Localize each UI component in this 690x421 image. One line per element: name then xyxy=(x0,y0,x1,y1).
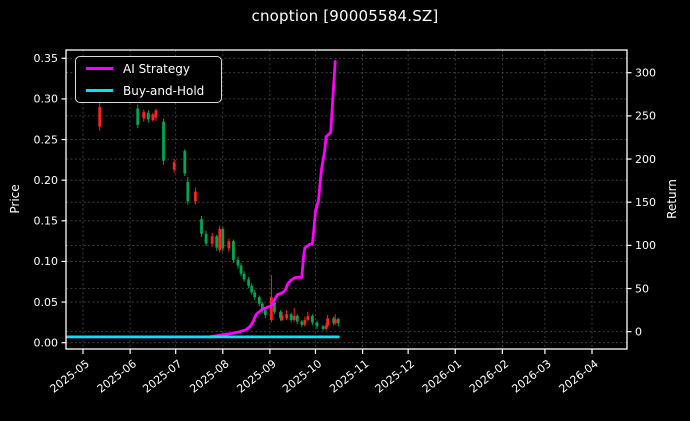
return-tick-label: 0 xyxy=(635,326,642,339)
candle-down xyxy=(242,273,246,280)
return-tick-label: 200 xyxy=(635,153,656,166)
candle-down xyxy=(336,319,340,324)
candle-down xyxy=(295,315,299,322)
return-tick-label: 250 xyxy=(635,110,656,123)
candle-up xyxy=(285,314,288,319)
candle-up xyxy=(210,236,214,244)
candle-down xyxy=(146,112,150,120)
legend-item-label: Buy-and-Hold xyxy=(123,83,205,98)
price-tick-label: 0.10 xyxy=(34,255,59,268)
candle-down xyxy=(136,108,140,125)
candle-down xyxy=(311,315,314,323)
candle-down xyxy=(236,259,240,266)
candle-up xyxy=(194,191,197,202)
x-tick-label: 2026-03 xyxy=(510,357,554,396)
candle-down xyxy=(315,322,319,327)
x-tick-label: 2025-06 xyxy=(95,357,139,396)
return-tick-label: 300 xyxy=(635,67,656,80)
price-tick-label: 0.05 xyxy=(34,296,59,309)
candle-down xyxy=(289,314,293,320)
x-tick-label: 2026-04 xyxy=(557,357,601,396)
candle-up xyxy=(326,318,330,326)
x-tick-label: 2025-09 xyxy=(235,357,279,396)
candle-up xyxy=(172,162,176,170)
price-tick-label: 0.30 xyxy=(34,93,59,106)
candle-up xyxy=(306,315,310,320)
x-tick-label: 2025-07 xyxy=(140,357,184,396)
candle-up xyxy=(154,110,158,118)
candle-up xyxy=(227,241,231,249)
x-tick-label: 2025-05 xyxy=(48,357,92,396)
return-tick-label: 50 xyxy=(635,282,649,295)
candle-up xyxy=(333,319,337,324)
candle-down xyxy=(300,321,304,325)
return-axis-label: Return xyxy=(665,179,679,219)
candle-down xyxy=(239,265,243,274)
candle-down xyxy=(260,303,264,311)
plot-border xyxy=(65,49,628,350)
candle-down xyxy=(232,241,235,260)
legend-line-swatch xyxy=(86,67,113,70)
legend-item-buy-and-hold: Buy-and-Hold xyxy=(84,82,213,99)
x-tick-label: 2025-11 xyxy=(327,357,371,396)
candle-up xyxy=(151,114,155,121)
data-group xyxy=(66,60,340,339)
candle-up xyxy=(292,315,296,320)
candle-down xyxy=(263,310,267,316)
candle-up xyxy=(218,228,222,251)
candle-down xyxy=(200,219,203,234)
price-tick-label: 0.20 xyxy=(34,174,59,187)
price-axis-label: Price xyxy=(8,184,22,214)
candle-down xyxy=(250,285,254,293)
candle-down xyxy=(186,181,190,202)
candle-up xyxy=(98,107,102,127)
price-tick-label: 0.35 xyxy=(34,52,59,65)
legend: AI Strategy Buy-and-Hold xyxy=(75,56,222,103)
x-tick-label: 2026-01 xyxy=(420,357,464,396)
candle-up xyxy=(303,319,307,325)
candle-down xyxy=(204,233,208,244)
x-tick-label: 2025-12 xyxy=(373,357,417,396)
candle-down xyxy=(215,236,219,248)
candle-down xyxy=(257,297,261,304)
candle-down xyxy=(221,228,225,249)
price-tick-label: 0.15 xyxy=(34,215,59,228)
candle-down xyxy=(321,326,325,329)
candle-down xyxy=(247,279,251,286)
legend-item-label: AI Strategy xyxy=(123,61,190,76)
x-tick-label: 2025-08 xyxy=(187,357,231,396)
price-tick-label: 0.25 xyxy=(34,133,59,146)
candle-up xyxy=(142,111,146,119)
candle-down xyxy=(279,311,282,319)
series-line-ai-strategy xyxy=(66,60,337,339)
candle-down xyxy=(273,302,276,312)
candle-down xyxy=(183,150,187,174)
candle-down xyxy=(162,121,165,161)
return-tick-label: 150 xyxy=(635,196,656,209)
candle-up xyxy=(324,325,328,329)
legend-item-ai-strategy: AI Strategy xyxy=(84,60,213,77)
chart-title: cnoption [90005584.SZ] xyxy=(251,7,439,25)
candle-up xyxy=(270,297,273,320)
x-tick-label: 2025-10 xyxy=(280,357,324,396)
candle-down xyxy=(253,292,257,298)
x-tick-label: 2026-02 xyxy=(467,357,511,396)
price-tick-label: 0.00 xyxy=(34,337,59,350)
return-tick-label: 100 xyxy=(635,239,656,252)
candle-up xyxy=(280,315,284,320)
candle-down xyxy=(332,318,336,324)
legend-line-swatch xyxy=(86,89,113,92)
